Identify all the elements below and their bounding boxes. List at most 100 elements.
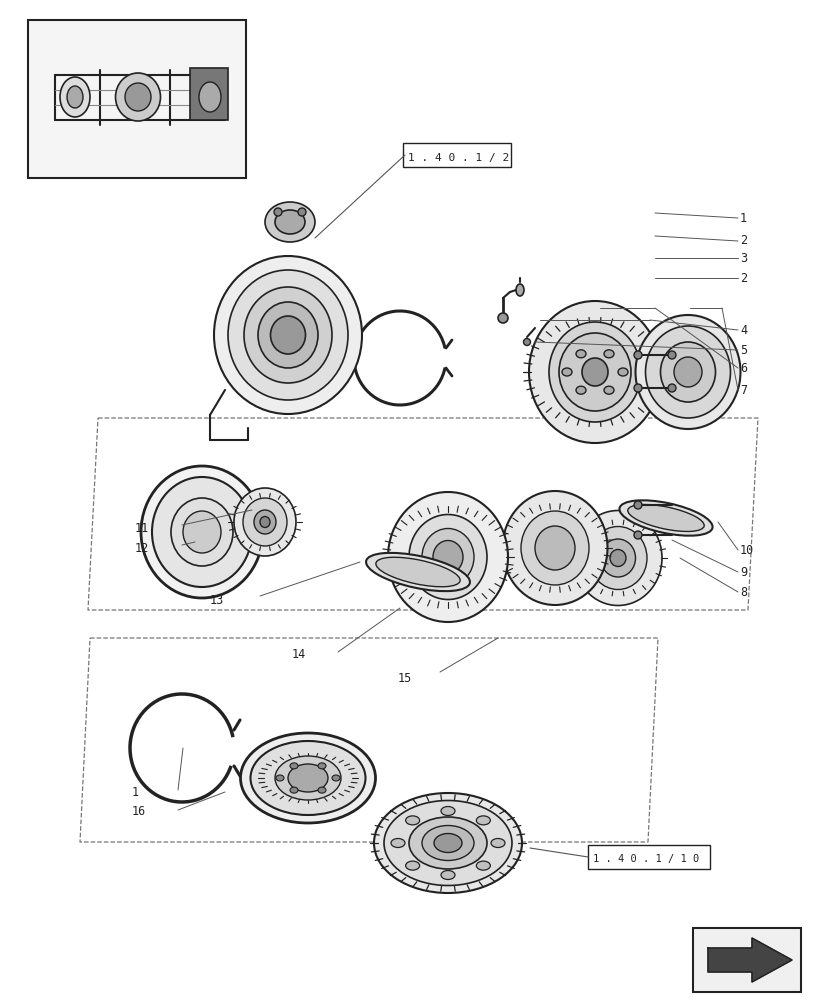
- Ellipse shape: [288, 764, 327, 792]
- Ellipse shape: [667, 351, 675, 359]
- Ellipse shape: [433, 540, 462, 574]
- Text: 5: 5: [739, 344, 746, 357]
- Ellipse shape: [409, 514, 486, 599]
- Ellipse shape: [260, 516, 270, 528]
- Ellipse shape: [227, 270, 347, 400]
- Ellipse shape: [125, 83, 151, 111]
- Ellipse shape: [422, 825, 473, 860]
- Ellipse shape: [67, 86, 83, 108]
- Ellipse shape: [409, 817, 486, 869]
- Text: 14: 14: [292, 648, 306, 662]
- Ellipse shape: [617, 368, 627, 376]
- Text: 2: 2: [739, 234, 746, 247]
- Ellipse shape: [476, 816, 490, 825]
- Ellipse shape: [633, 384, 641, 392]
- Ellipse shape: [289, 787, 298, 793]
- Ellipse shape: [60, 77, 90, 117]
- Ellipse shape: [441, 806, 455, 815]
- Ellipse shape: [251, 741, 365, 815]
- Bar: [587, 845, 709, 869]
- Ellipse shape: [171, 498, 232, 566]
- Ellipse shape: [270, 316, 305, 354]
- Bar: [189, 68, 227, 120]
- Ellipse shape: [548, 322, 640, 422]
- Ellipse shape: [213, 256, 361, 414]
- Ellipse shape: [576, 350, 586, 358]
- Ellipse shape: [274, 208, 282, 216]
- Text: 13: 13: [210, 593, 224, 606]
- Ellipse shape: [627, 505, 704, 531]
- Ellipse shape: [366, 553, 470, 591]
- Ellipse shape: [603, 386, 614, 394]
- Ellipse shape: [275, 775, 284, 781]
- Ellipse shape: [673, 357, 701, 387]
- Ellipse shape: [384, 800, 511, 886]
- Ellipse shape: [603, 350, 614, 358]
- Text: 10: 10: [739, 544, 753, 556]
- Ellipse shape: [234, 488, 295, 556]
- Ellipse shape: [609, 550, 625, 566]
- Ellipse shape: [645, 326, 729, 418]
- Text: 7: 7: [739, 383, 746, 396]
- Ellipse shape: [581, 358, 607, 386]
- Ellipse shape: [374, 793, 521, 893]
- Ellipse shape: [183, 511, 221, 553]
- Ellipse shape: [558, 333, 630, 411]
- Text: 1: 1: [131, 786, 139, 799]
- Bar: [28, 20, 246, 178]
- Ellipse shape: [141, 466, 263, 598]
- Ellipse shape: [520, 511, 588, 585]
- Polygon shape: [707, 938, 791, 982]
- Bar: [692, 928, 800, 992]
- Ellipse shape: [576, 386, 586, 394]
- Ellipse shape: [152, 477, 251, 587]
- Text: 4: 4: [739, 324, 746, 336]
- Text: 12: 12: [135, 542, 149, 554]
- Ellipse shape: [332, 775, 340, 781]
- Text: 16: 16: [131, 805, 146, 818]
- Ellipse shape: [275, 756, 341, 800]
- Ellipse shape: [588, 526, 646, 589]
- Ellipse shape: [523, 338, 530, 346]
- Text: 6: 6: [739, 361, 746, 374]
- Text: 1: 1: [739, 212, 746, 225]
- Ellipse shape: [619, 500, 712, 536]
- Ellipse shape: [258, 302, 318, 368]
- Ellipse shape: [318, 763, 326, 769]
- Text: 15: 15: [398, 672, 412, 684]
- Ellipse shape: [660, 342, 715, 402]
- Ellipse shape: [633, 501, 641, 509]
- Text: 2: 2: [739, 271, 746, 284]
- Ellipse shape: [515, 284, 523, 296]
- Ellipse shape: [534, 526, 574, 570]
- Ellipse shape: [635, 315, 739, 429]
- Ellipse shape: [265, 202, 314, 242]
- Ellipse shape: [405, 816, 419, 825]
- Ellipse shape: [242, 498, 287, 546]
- Ellipse shape: [318, 787, 326, 793]
- Ellipse shape: [633, 351, 641, 359]
- Ellipse shape: [573, 510, 662, 605]
- Ellipse shape: [528, 301, 660, 443]
- Ellipse shape: [562, 368, 571, 376]
- Text: 3: 3: [739, 251, 746, 264]
- Ellipse shape: [298, 208, 306, 216]
- Ellipse shape: [388, 492, 508, 622]
- Ellipse shape: [497, 313, 508, 323]
- Ellipse shape: [240, 733, 375, 823]
- Ellipse shape: [433, 833, 461, 852]
- Ellipse shape: [244, 287, 332, 383]
- Ellipse shape: [633, 531, 641, 539]
- Bar: [403, 143, 510, 167]
- Ellipse shape: [441, 870, 455, 880]
- Ellipse shape: [667, 384, 675, 392]
- Ellipse shape: [502, 491, 607, 605]
- Ellipse shape: [289, 763, 298, 769]
- Ellipse shape: [490, 838, 504, 847]
- Ellipse shape: [275, 210, 304, 234]
- Ellipse shape: [254, 510, 275, 534]
- Ellipse shape: [375, 557, 460, 587]
- Text: 8: 8: [739, 585, 746, 598]
- Ellipse shape: [198, 82, 221, 112]
- Text: 11: 11: [135, 522, 149, 534]
